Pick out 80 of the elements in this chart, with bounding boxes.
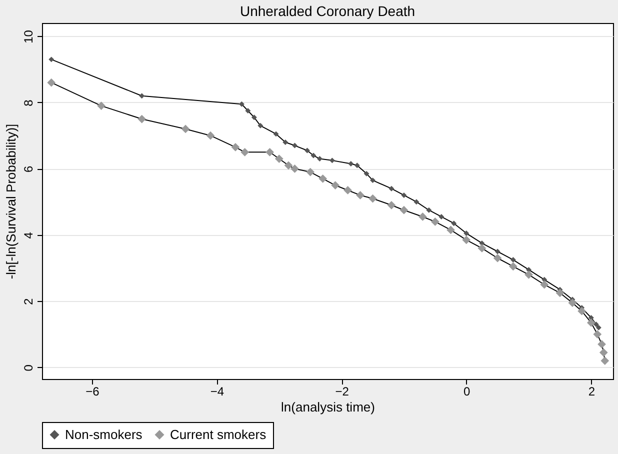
point <box>240 148 249 156</box>
point <box>238 101 244 107</box>
point <box>348 161 354 166</box>
point <box>292 142 298 148</box>
point <box>508 262 518 271</box>
point <box>446 226 455 234</box>
point <box>274 154 284 163</box>
point <box>596 324 602 330</box>
point <box>598 340 606 348</box>
point <box>138 114 146 124</box>
point <box>400 206 408 214</box>
point <box>304 148 310 154</box>
point <box>556 288 564 298</box>
point <box>282 139 288 145</box>
point <box>329 158 335 164</box>
x-tick-label: −4 <box>210 384 224 398</box>
point <box>331 181 340 190</box>
point <box>181 124 190 134</box>
y-tick-label: 0 <box>22 364 36 372</box>
legend-label: Non-smokers <box>65 426 143 442</box>
point <box>97 102 106 110</box>
y-tick-label: 8 <box>22 99 36 106</box>
point <box>316 156 322 162</box>
point <box>251 114 257 120</box>
legend-label: Current smokers <box>170 426 267 442</box>
x-tick-label: 0 <box>464 384 471 398</box>
point <box>206 131 215 140</box>
point <box>593 330 602 338</box>
y-tick-label: 2 <box>22 298 36 306</box>
point <box>510 257 516 263</box>
point <box>310 152 316 158</box>
point <box>306 168 315 176</box>
point <box>290 164 299 173</box>
point <box>368 194 377 203</box>
point <box>370 178 376 184</box>
point <box>578 306 586 316</box>
point <box>139 93 145 99</box>
point <box>462 236 471 244</box>
point <box>388 186 394 192</box>
point <box>284 161 293 170</box>
point <box>258 122 264 128</box>
point <box>48 56 54 62</box>
point <box>47 78 56 87</box>
x-tick-label: 2 <box>588 384 596 398</box>
point <box>493 254 502 262</box>
point <box>266 148 274 156</box>
y-tick-label: 10 <box>22 30 36 44</box>
chart-title: Unheralded Coronary Death <box>240 3 416 19</box>
point <box>451 220 457 226</box>
point <box>426 207 432 213</box>
point <box>401 192 407 198</box>
point <box>599 348 608 357</box>
point <box>430 218 440 226</box>
point <box>540 280 549 289</box>
x-axis-title: ln(analysis time) <box>281 400 375 414</box>
point <box>593 322 599 328</box>
point <box>600 356 610 365</box>
y-axis-title: -ln[-ln(Survival Probability)] <box>4 124 18 280</box>
point <box>568 298 577 308</box>
point <box>494 248 500 254</box>
point <box>414 199 420 205</box>
y-tick-label: 4 <box>22 232 36 239</box>
x-tick-label: −6 <box>86 384 100 398</box>
point <box>344 186 352 194</box>
y-tick-label: 6 <box>22 166 36 173</box>
point <box>273 131 279 137</box>
point <box>418 212 427 221</box>
point <box>586 318 596 327</box>
point <box>478 244 486 252</box>
point <box>387 200 396 210</box>
point <box>438 214 444 220</box>
point <box>464 230 470 236</box>
point <box>354 162 360 168</box>
x-tick-label: −2 <box>335 384 350 398</box>
point <box>231 143 240 152</box>
point <box>318 174 328 183</box>
point <box>364 170 370 176</box>
point <box>356 191 364 200</box>
point <box>524 270 533 279</box>
point <box>245 108 251 114</box>
